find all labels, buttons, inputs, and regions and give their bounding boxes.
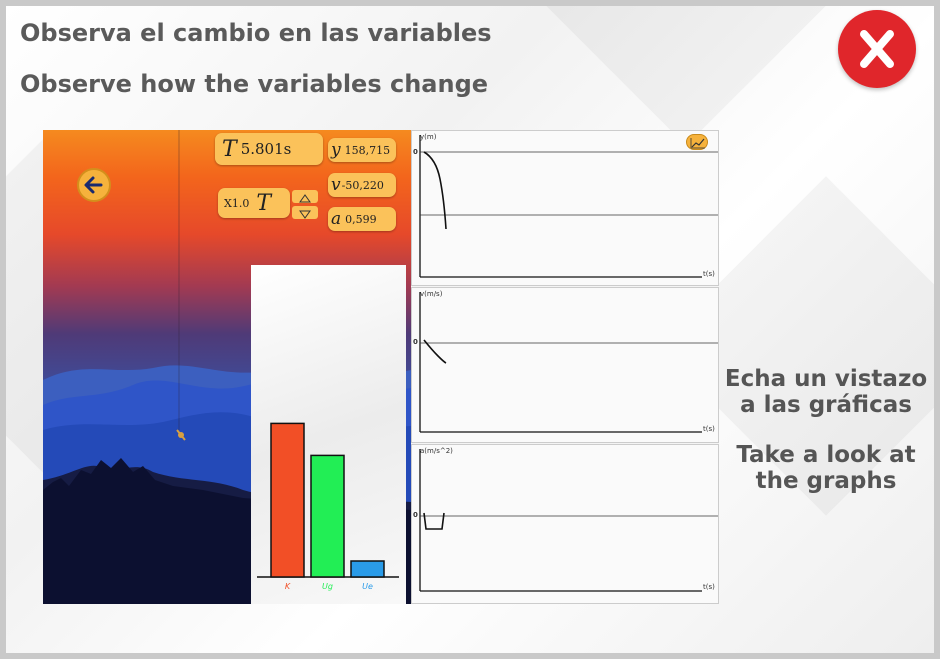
- energy-label-ue: Ue: [362, 582, 373, 591]
- back-button[interactable]: [77, 168, 111, 202]
- energy-bar-ug: [310, 454, 345, 578]
- hint-en: Take a look at the graphs: [718, 442, 934, 494]
- velocity-plot: [419, 292, 718, 433]
- simulation-panel: T 5.801s X1.0 T y 158,715: [43, 130, 719, 604]
- speed-symbol: T: [256, 190, 272, 216]
- position-plot: [419, 135, 718, 278]
- acceleration-value: 0,599: [345, 212, 377, 226]
- app-frame: Observa el cambio en las variables Obser…: [6, 6, 934, 653]
- acceleration-zero-label: 0: [413, 511, 418, 519]
- time-value: 5.801s: [240, 140, 292, 158]
- triangle-up-icon: [299, 194, 311, 203]
- hint-es-line1: Echa un vistazo: [724, 366, 928, 392]
- line-chart-icon: [690, 138, 705, 149]
- energy-bar-ue: [350, 560, 385, 578]
- velocity-axis-y-label: v(m/s): [420, 290, 443, 298]
- acceleration-axis-x-label: t(s): [703, 583, 715, 591]
- acceleration-label: a: [331, 209, 342, 229]
- graphs-panel: y(m) t(s) 0: [411, 130, 719, 604]
- velocity-graph: v(m/s) t(s) 0: [411, 287, 719, 443]
- position-label: y: [331, 140, 341, 160]
- hint-en-line2: the graphs: [755, 468, 897, 494]
- instruction-title-es: Observa el cambio en las variables: [20, 19, 492, 47]
- hint-es: Echa un vistazo a las gráficas: [718, 366, 934, 418]
- velocity-label: v: [331, 175, 341, 195]
- speed-control[interactable]: X1.0 T: [218, 188, 290, 218]
- acceleration-readout: a 0,599: [328, 207, 396, 231]
- velocity-value: -50,220: [341, 178, 384, 192]
- acceleration-plot: [419, 449, 718, 592]
- velocity-zero-label: 0: [413, 338, 418, 346]
- position-readout: y 158,715: [328, 138, 396, 162]
- hint-es-line2: a las gráficas: [740, 392, 912, 418]
- close-button[interactable]: [838, 10, 916, 88]
- acceleration-axis-y-label: a(m/s^2): [420, 447, 453, 455]
- time-symbol: T: [222, 136, 237, 162]
- speed-down-button[interactable]: [292, 206, 318, 219]
- speed-label: X1.0: [224, 196, 250, 210]
- velocity-readout: v -50,220: [328, 173, 396, 197]
- energy-label-k: K: [285, 582, 291, 591]
- speed-up-button[interactable]: [292, 190, 318, 203]
- position-axis-y-label: y(m): [420, 133, 437, 141]
- position-axis-x-label: t(s): [703, 270, 715, 278]
- position-graph: y(m) t(s) 0: [411, 130, 719, 286]
- triangle-down-icon: [299, 210, 311, 219]
- arrow-left-icon: [84, 176, 103, 194]
- simulation-scene: T 5.801s X1.0 T y 158,715: [43, 130, 411, 604]
- graph-toggle-button[interactable]: [686, 134, 708, 150]
- instruction-title-en: Observe how the variables change: [20, 70, 489, 98]
- acceleration-graph: a(m/s^2) t(s) 0: [411, 444, 719, 604]
- velocity-axis-x-label: t(s): [703, 425, 715, 433]
- energy-bars: K Ug Ue: [257, 422, 399, 591]
- position-value: 158,715: [344, 143, 391, 157]
- close-x-icon: [860, 30, 894, 68]
- background-diamond: [516, 6, 856, 146]
- energy-bar-k: [270, 422, 305, 578]
- energy-bar-chart: K Ug Ue: [251, 265, 406, 604]
- hint-en-line1: Take a look at: [736, 442, 916, 468]
- position-zero-label: 0: [413, 148, 418, 156]
- energy-label-ug: Ug: [322, 582, 333, 591]
- time-display: T 5.801s: [215, 133, 323, 165]
